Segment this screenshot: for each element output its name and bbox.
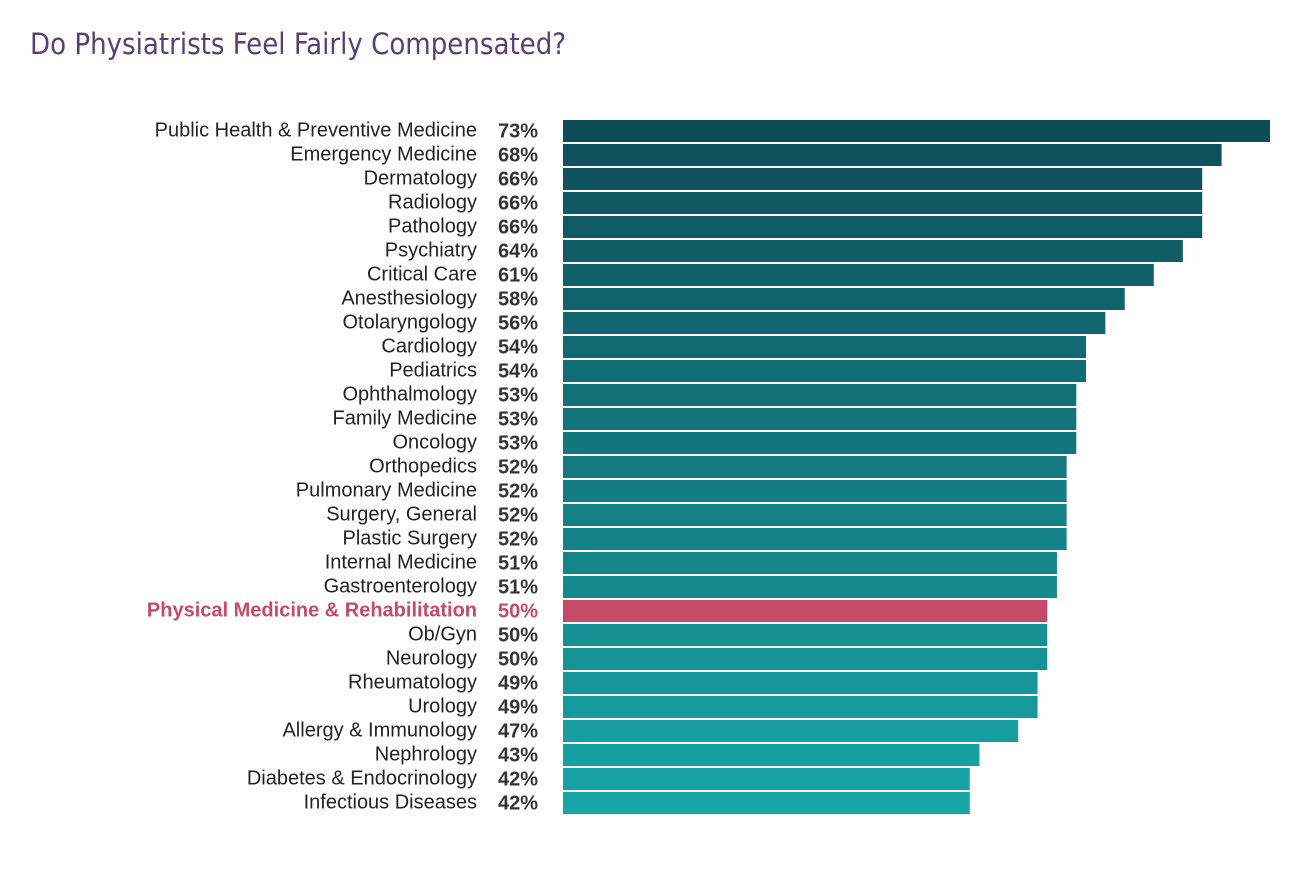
value-label: 51% bbox=[498, 576, 538, 598]
category-label: Pediatrics bbox=[389, 359, 477, 381]
bar bbox=[563, 120, 1271, 142]
value-label: 54% bbox=[498, 360, 538, 382]
value-label: 53% bbox=[498, 384, 538, 406]
category-label: Anesthesiology bbox=[341, 287, 477, 309]
category-label: Internal Medicine bbox=[325, 551, 477, 573]
bar bbox=[563, 696, 1038, 718]
category-label: Critical Care bbox=[367, 263, 477, 285]
category-label: Rheumatology bbox=[348, 671, 477, 693]
value-label: 52% bbox=[498, 504, 538, 526]
category-label: Infectious Diseases bbox=[304, 791, 477, 813]
bar bbox=[563, 792, 970, 814]
bar bbox=[563, 504, 1067, 526]
bar bbox=[563, 240, 1183, 262]
value-label: 50% bbox=[498, 648, 538, 670]
chart-title: Do Physiatrists Feel Fairly Compensated? bbox=[30, 27, 566, 61]
category-label: Physical Medicine & Rehabilitation bbox=[147, 599, 477, 621]
bar bbox=[563, 648, 1048, 670]
bar bbox=[563, 264, 1154, 286]
category-label: Dermatology bbox=[364, 167, 477, 189]
value-label: 51% bbox=[498, 552, 538, 574]
bar bbox=[563, 744, 980, 766]
value-label: 68% bbox=[498, 144, 538, 166]
value-label: 66% bbox=[498, 216, 538, 238]
bar bbox=[563, 528, 1067, 550]
category-label: Cardiology bbox=[381, 335, 477, 357]
value-label: 53% bbox=[498, 408, 538, 430]
category-label: Otolaryngology bbox=[342, 311, 477, 333]
bar bbox=[563, 456, 1067, 478]
bar bbox=[563, 360, 1086, 382]
category-label: Diabetes & Endocrinology bbox=[247, 767, 477, 789]
bar bbox=[563, 288, 1125, 310]
bar bbox=[563, 408, 1077, 430]
category-label: Allergy & Immunology bbox=[282, 719, 477, 741]
bar bbox=[563, 552, 1057, 574]
value-label: 49% bbox=[498, 696, 538, 718]
category-label: Ophthalmology bbox=[342, 383, 477, 405]
bar bbox=[563, 384, 1077, 406]
category-label: Neurology bbox=[386, 647, 477, 669]
value-label: 52% bbox=[498, 480, 538, 502]
category-label: Radiology bbox=[388, 191, 477, 213]
category-label: Urology bbox=[408, 695, 477, 717]
category-label: Public Health & Preventive Medicine bbox=[155, 119, 477, 141]
category-label: Pathology bbox=[388, 215, 477, 237]
value-label: 64% bbox=[498, 240, 538, 262]
bar bbox=[563, 480, 1067, 502]
category-label: Orthopedics bbox=[369, 455, 477, 477]
category-label: Ob/Gyn bbox=[408, 623, 477, 645]
value-label: 50% bbox=[498, 600, 538, 622]
value-label: 42% bbox=[498, 792, 538, 814]
value-label: 52% bbox=[498, 456, 538, 478]
category-label: Psychiatry bbox=[385, 239, 477, 261]
bar bbox=[563, 432, 1077, 454]
category-label: Nephrology bbox=[375, 743, 477, 765]
value-label: 49% bbox=[498, 672, 538, 694]
category-label: Pulmonary Medicine bbox=[296, 479, 477, 501]
bar bbox=[563, 600, 1048, 622]
bar bbox=[563, 768, 970, 790]
category-label: Emergency Medicine bbox=[290, 143, 477, 165]
value-label: 50% bbox=[498, 624, 538, 646]
bar bbox=[563, 312, 1106, 334]
bar bbox=[563, 624, 1048, 646]
category-label: Plastic Surgery bbox=[343, 527, 478, 549]
bar bbox=[563, 192, 1203, 214]
bar bbox=[563, 672, 1038, 694]
category-label: Gastroenterology bbox=[324, 575, 477, 597]
value-label: 53% bbox=[498, 432, 538, 454]
value-label: 58% bbox=[498, 288, 538, 310]
bar bbox=[563, 216, 1203, 238]
value-label: 43% bbox=[498, 744, 538, 766]
value-label: 66% bbox=[498, 192, 538, 214]
value-label: 66% bbox=[498, 168, 538, 190]
bar bbox=[563, 336, 1086, 358]
value-label: 56% bbox=[498, 312, 538, 334]
bar bbox=[563, 168, 1203, 190]
category-label: Family Medicine bbox=[333, 407, 477, 429]
bar bbox=[563, 576, 1057, 598]
value-label: 52% bbox=[498, 528, 538, 550]
value-label: 73% bbox=[498, 120, 538, 142]
category-label: Surgery, General bbox=[326, 503, 477, 525]
bar bbox=[563, 144, 1222, 166]
value-label: 54% bbox=[498, 336, 538, 358]
value-label: 47% bbox=[498, 720, 538, 742]
value-label: 42% bbox=[498, 768, 538, 790]
value-label: 61% bbox=[498, 264, 538, 286]
bar bbox=[563, 720, 1019, 742]
category-label: Oncology bbox=[393, 431, 478, 453]
